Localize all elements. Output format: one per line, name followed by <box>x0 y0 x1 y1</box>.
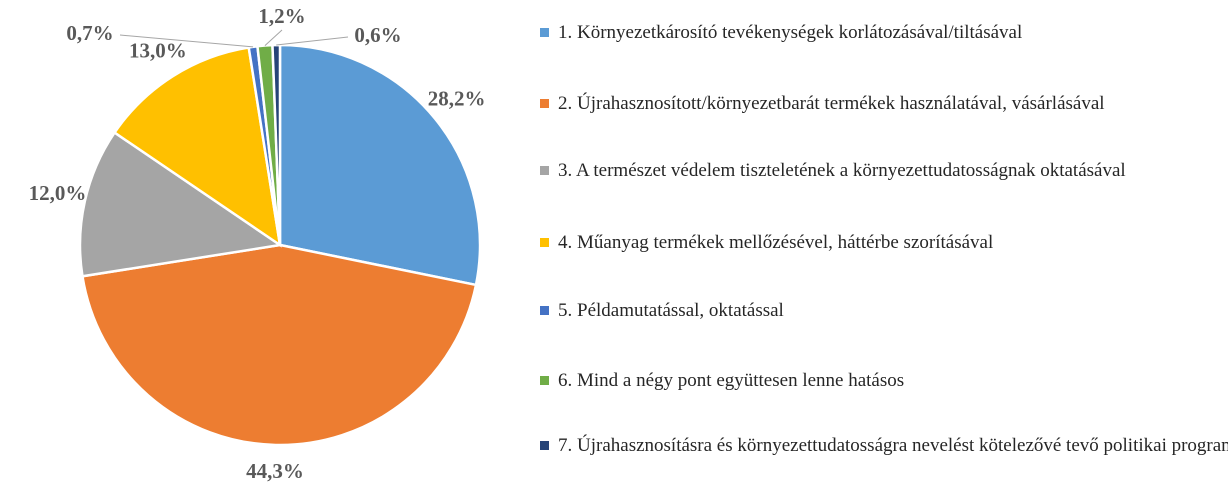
leader-line <box>119 34 254 48</box>
legend-label: 3. A természet védelem tiszteletének a k… <box>558 160 1126 181</box>
legend-swatch <box>540 376 549 385</box>
legend-label: 6. Mind a négy pont együttesen lenne hat… <box>558 370 905 391</box>
data-label: 0,6% <box>354 23 401 47</box>
legend-item: 1. Környezetkárosító tevékenységek korlá… <box>540 19 1228 46</box>
pie-slice <box>78 130 284 278</box>
data-label: 1,2% <box>258 4 305 28</box>
legend-label: 7. Újrahasznosításra és környezettudatos… <box>558 435 1228 456</box>
data-label: 44,3% <box>246 459 304 483</box>
legend-swatch <box>540 99 549 108</box>
leader-line <box>264 29 283 46</box>
data-label: 13,0% <box>129 38 187 62</box>
pie-slice <box>112 46 282 248</box>
legend-swatch <box>540 441 549 450</box>
legend-label: 5. Példamutatással, oktatással <box>558 300 784 321</box>
legend-item: 5. Példamutatással, oktatással <box>540 297 1228 324</box>
leader-line <box>276 36 349 46</box>
pie-chart: 28,2% 44,3% 12,0% 13,0% 0,7% 1,2% 0,6% <box>29 4 486 483</box>
legend-item: 7. Újrahasznosításra és környezettudatos… <box>540 432 1228 459</box>
legend-label: 4. Műanyag termékek mellőzésével, háttér… <box>558 232 994 253</box>
legend-item: 6. Mind a négy pont együttesen lenne hat… <box>540 367 1228 394</box>
pie-slice <box>278 43 482 287</box>
data-label: 28,2% <box>428 87 486 111</box>
data-label: 0,7% <box>66 21 113 45</box>
legend-swatch <box>540 28 549 37</box>
legend-item: 4. Műanyag termékek mellőzésével, háttér… <box>540 229 1228 256</box>
pie-slice <box>81 243 478 447</box>
legend-swatch <box>540 166 549 175</box>
legend-label: 1. Környezetkárosító tevékenységek korlá… <box>558 22 1023 43</box>
legend-swatch <box>540 306 549 315</box>
legend-item: 3. A természet védelem tiszteletének a k… <box>540 157 1228 184</box>
data-label: 12,0% <box>29 181 87 205</box>
legend-swatch <box>540 238 549 247</box>
legend-label: 2. Újrahasznosított/környezetbarát termé… <box>558 93 1105 114</box>
legend-item: 2. Újrahasznosított/környezetbarát termé… <box>540 90 1228 117</box>
